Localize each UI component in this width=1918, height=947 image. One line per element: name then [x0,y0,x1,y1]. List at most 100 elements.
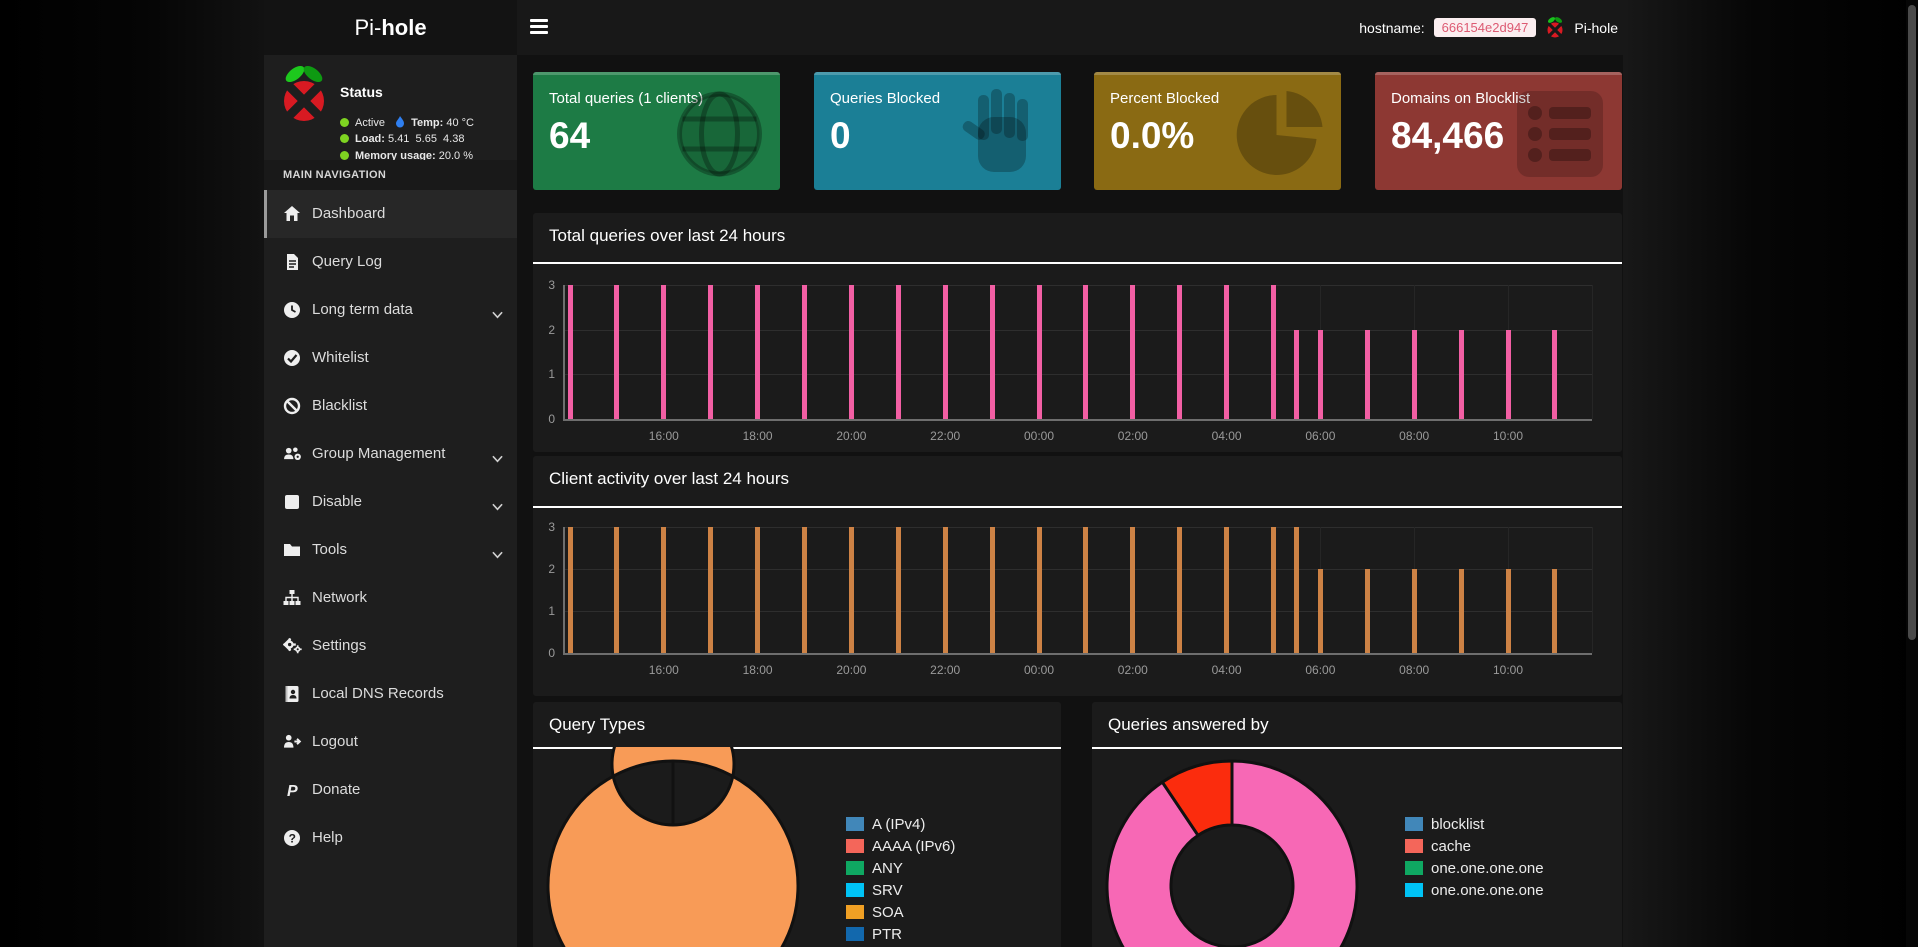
file-icon [283,253,301,271]
query-bar[interactable] [1083,527,1089,653]
legend-label: ANY [872,860,903,877]
sidebar-item-label: Tools [312,541,348,558]
query-bar[interactable] [1505,329,1511,419]
query-bar[interactable] [1271,285,1276,419]
sidebar-item-donate[interactable]: P Donate [264,766,517,814]
query-bar[interactable] [1294,527,1300,653]
sidebar-section-label: MAIN NAVIGATION [264,160,517,190]
sidebar-item-tools[interactable]: Tools [264,526,517,574]
x-tick-label: 04:00 [1211,429,1242,443]
sidebar-item-blacklist[interactable]: Blacklist [264,382,517,430]
sidebar-toggle-icon[interactable] [530,19,548,35]
status-row-active: Active Temp: 40 °C [340,116,474,129]
x-tick-label: 02:00 [1117,663,1148,677]
query-bar[interactable] [895,527,901,653]
query-bar[interactable] [1317,569,1323,653]
load-label: Load: [355,133,385,145]
sidebar-item-label: Help [312,829,343,846]
sidebar-item-long-term-data[interactable]: Long term data [264,286,517,334]
sidebar-item-logout[interactable]: Logout [264,718,517,766]
query-bar[interactable] [1294,329,1300,419]
query-bar[interactable] [755,285,761,419]
query-bar[interactable] [1552,329,1558,419]
query-bar[interactable] [708,527,714,653]
query-bar[interactable] [802,285,807,419]
query-bar[interactable] [1505,569,1511,653]
query-bar[interactable] [1552,569,1558,653]
sidebar-item-network[interactable]: Network [264,574,517,622]
query-bar[interactable] [989,527,995,653]
x-tick-label: 04:00 [1211,663,1242,677]
sidebar-item-group-management[interactable]: Group Management [264,430,517,478]
query-bar[interactable] [1224,527,1230,653]
clock-icon [283,301,301,319]
query-bar[interactable] [895,285,901,419]
query-bar[interactable] [1458,329,1464,419]
card-total-queries-1-clients-[interactable]: Total queries (1 clients) 64 [533,72,780,190]
query-bar[interactable] [1177,285,1183,419]
query-bar[interactable] [1177,527,1183,653]
query-bar[interactable] [1036,527,1042,653]
query-bar[interactable] [755,527,761,653]
sidebar-item-local-dns-records[interactable]: Local DNS Records [264,670,517,718]
query-bar[interactable] [1036,285,1042,419]
query-bar[interactable] [989,285,995,419]
panel-query-types: Query Types A (IPv4) AAAA (IPv6) ANY SRV SOA… [533,702,1061,947]
sidebar-item-label: Settings [312,637,367,654]
chevron-down-icon [492,498,503,511]
legend-swatch [1405,817,1423,831]
query-bar[interactable] [567,285,573,419]
query-bar[interactable] [708,285,714,419]
query-bar[interactable] [1411,569,1417,653]
panel-total-queries: Total queries over last 24 hours 0 1 2 3 16:… [533,213,1622,452]
query-bar[interactable] [1130,285,1136,419]
query-bar[interactable] [661,527,667,653]
card-title: Percent Blocked [1110,90,1220,107]
query-bar[interactable] [1224,285,1230,419]
query-bar[interactable] [1130,527,1136,653]
card-title: Domains on Blocklist [1391,90,1531,107]
query-bar[interactable] [1364,569,1370,653]
query-bar[interactable] [614,285,620,419]
square-icon [283,493,301,511]
query-bar[interactable] [1317,329,1323,419]
card-queries-blocked[interactable]: Queries Blocked 0 [814,72,1061,190]
page-scrollbar[interactable] [1906,0,1918,947]
query-bar[interactable] [567,527,573,653]
legend-label: A (IPv4) [872,816,926,833]
sidebar-item-disable[interactable]: Disable [264,478,517,526]
x-tick-label: 08:00 [1399,429,1430,443]
x-tick-label: 00:00 [1023,663,1055,677]
scrollbar-thumb[interactable] [1908,5,1916,640]
main-content: Total queries (1 clients) 64 Queries Block… [517,55,1623,947]
sidebar-item-dashboard[interactable]: Dashboard [264,190,517,238]
query-bar[interactable] [942,285,948,419]
brand-logo[interactable]: Pi-hole [264,0,517,55]
sidebar-item-help[interactable]: ? Help [264,814,517,862]
sidebar-item-whitelist[interactable]: Whitelist [264,334,517,382]
card-percent-blocked[interactable]: Percent Blocked 0.0% [1094,72,1341,190]
query-bar[interactable] [614,527,620,653]
legend-label: SOA [872,904,904,921]
query-bar[interactable] [848,527,854,653]
x-tick-label: 16:00 [648,663,679,677]
card-domains-on-blocklist[interactable]: Domains on Blocklist 84,466 [1375,72,1622,190]
brand-prefix: Pi- [354,15,382,40]
query-bar[interactable] [1271,527,1276,653]
sidebar-item-query-log[interactable]: Query Log [264,238,517,286]
query-bar[interactable] [1083,285,1089,419]
query-bar[interactable] [802,527,807,653]
query-bar[interactable] [942,527,948,653]
query-bar[interactable] [848,285,854,419]
queries-answered-donut[interactable] [1092,747,1622,947]
desktop-margin-left [0,0,264,947]
sidebar-item-settings[interactable]: Settings [264,622,517,670]
query-bar[interactable] [1364,329,1370,419]
status-block: Status Active Temp: 40 °C Load: 5.41 5.6… [264,55,517,170]
legend-swatch [846,839,864,853]
query-bar[interactable] [1411,329,1417,419]
query-bar[interactable] [1458,569,1464,653]
query-types-donut[interactable] [533,747,1061,947]
status-ok-icon [340,118,349,127]
query-bar[interactable] [661,285,667,419]
